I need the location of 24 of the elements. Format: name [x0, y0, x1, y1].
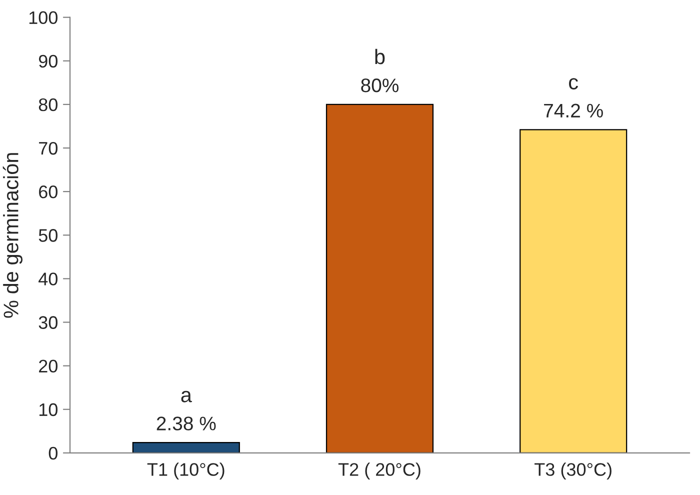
data-label: 74.2 %	[544, 104, 603, 118]
y-tick-label: 60	[39, 186, 58, 198]
y-tick-label: 70	[39, 142, 58, 155]
y-tick-label: 50	[38, 229, 58, 242]
data-label: 2.38 %	[156, 416, 216, 430]
bar	[326, 104, 434, 453]
data-label: 80%	[361, 78, 399, 92]
y-tick-label: 0	[48, 446, 58, 460]
annotation: b	[375, 48, 385, 64]
y-tick-label: 80	[38, 98, 58, 112]
y-tick-label: 20	[39, 360, 58, 373]
y-tick-label: 90	[38, 54, 58, 68]
y-tick-label: 40	[38, 272, 58, 286]
y-tick-label: 100	[29, 11, 58, 24]
x-tick-label: T1 (10°C)	[147, 462, 224, 480]
x-tick-label: T2 ( 20°C)	[338, 462, 420, 480]
x-tick-label: T3 (30°C)	[534, 462, 612, 480]
y-tick-label: 30	[38, 316, 58, 329]
annotation: c	[569, 78, 578, 90]
annotation: a	[181, 390, 192, 402]
bar	[520, 129, 628, 453]
y-tick-label: 10	[39, 403, 58, 416]
bar	[132, 442, 240, 453]
y-axis-title: % de germinación	[2, 153, 23, 318]
